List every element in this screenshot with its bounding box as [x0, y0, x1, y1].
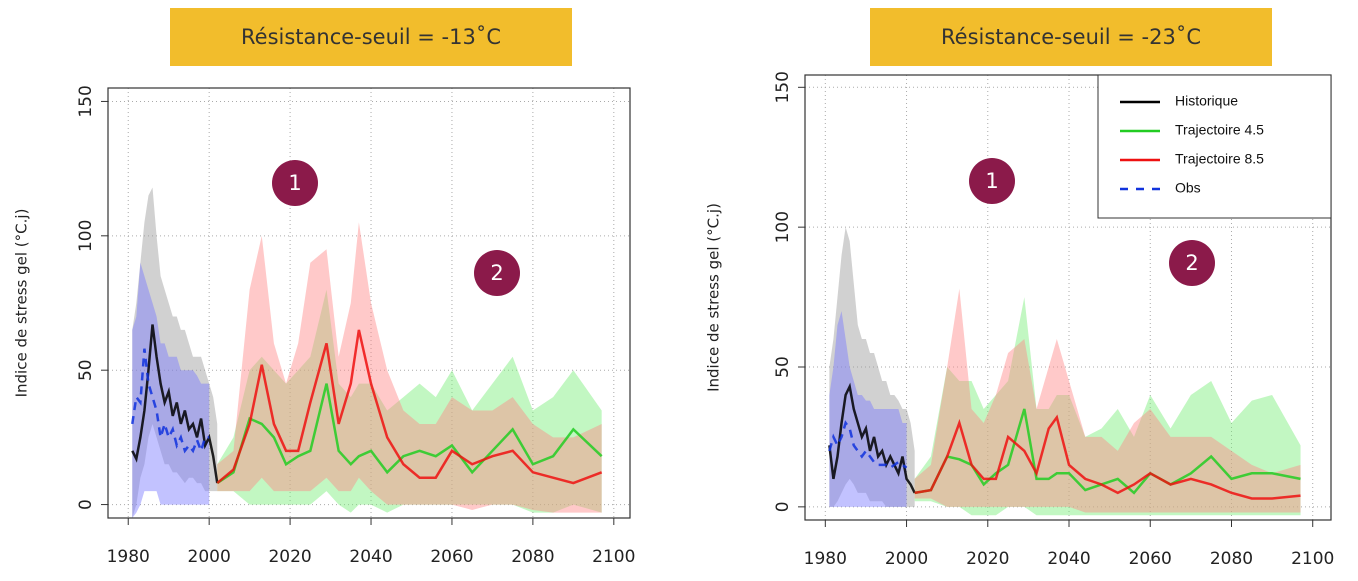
title-box [870, 8, 1272, 66]
band [914, 297, 1301, 516]
x-tick-label: 1980 [107, 547, 150, 567]
chart-title: Résistance-seuil = -13˚C [241, 25, 501, 49]
line [828, 420, 908, 470]
annotation-badge [1169, 240, 1215, 286]
y-tick-label: 150 [76, 85, 96, 117]
y-tick-label: 0 [76, 499, 96, 510]
line [131, 324, 219, 484]
line [828, 382, 916, 494]
legend-label: Obs [1175, 180, 1201, 196]
band [132, 262, 210, 518]
y-tick-label: 150 [773, 71, 793, 103]
plot-frame [804, 74, 1332, 521]
y-axis-label: Indice de stress gel (°C.j) [13, 209, 31, 398]
x-tick-label: 2020 [966, 549, 1009, 569]
x-tick-label: 1980 [804, 549, 847, 569]
annotation-badge [272, 160, 318, 206]
band [829, 311, 907, 507]
y-axis-label: Indice de stress gel (°C.j) [705, 203, 723, 392]
y-tick-label: 50 [773, 356, 793, 378]
x-tick-label: 2100 [592, 547, 635, 567]
y-tick-label: 100 [76, 220, 96, 252]
x-tick-label: 2040 [1047, 549, 1090, 569]
band [217, 289, 602, 513]
x-tick-label: 2040 [349, 547, 392, 567]
y-tick-label: 100 [773, 211, 793, 243]
plot-frame [107, 87, 631, 519]
title-box [170, 8, 572, 66]
chart-title: Résistance-seuil = -23˚C [941, 25, 1201, 49]
legend-label: Trajectoire 8.5 [1175, 151, 1264, 167]
x-tick-label: 2060 [430, 547, 473, 567]
x-tick-label: 2060 [1129, 549, 1172, 569]
annotation: 2 [1185, 251, 1198, 275]
annotation-badge [474, 250, 520, 296]
chart-panel: Résistance-seuil = -13˚C Indice de stress… [13, 8, 635, 567]
annotation: 1 [288, 171, 301, 195]
x-tick-label: 2020 [268, 547, 311, 567]
line [216, 329, 603, 485]
x-tick-label: 2080 [1210, 549, 1253, 569]
x-tick-label: 2100 [1291, 549, 1334, 569]
x-tick-label: 2080 [511, 547, 554, 567]
line [216, 383, 603, 485]
annotation: 2 [490, 261, 503, 285]
legend-label: Trajectoire 4.5 [1175, 122, 1264, 138]
y-tick-label: 50 [76, 359, 96, 381]
y-tick-label: 0 [773, 501, 793, 512]
legend-box [1097, 74, 1332, 219]
annotation: 1 [985, 169, 998, 193]
x-tick-label: 2000 [188, 547, 231, 567]
line [914, 414, 1301, 500]
x-tick-label: 2000 [885, 549, 928, 569]
line [131, 348, 210, 455]
chart-panel: Résistance-seuil = -23˚C Indice de stress… [705, 8, 1334, 569]
legend-label: Historique [1175, 93, 1238, 109]
annotation-badge [969, 158, 1015, 204]
